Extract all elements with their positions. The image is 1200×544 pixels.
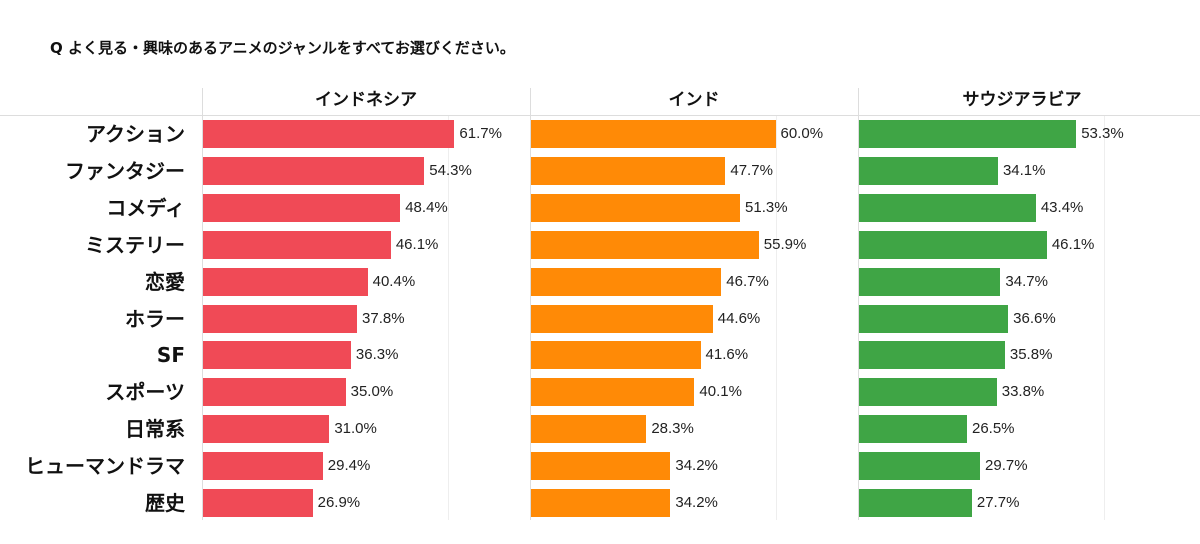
bar [859, 415, 967, 444]
bar [203, 156, 425, 185]
data-label: 34.1% [1002, 161, 1046, 179]
bar [859, 489, 972, 517]
data-label: 31.0% [334, 420, 377, 438]
bar [531, 193, 741, 222]
bar [531, 341, 701, 370]
data-label: 26.5% [971, 420, 1015, 438]
category-label: ファンタジー [65, 158, 185, 183]
bar [859, 452, 981, 481]
data-label: 55.9% [763, 235, 807, 253]
data-label: 51.3% [745, 198, 788, 216]
bar [531, 120, 776, 148]
gridline-60 [775, 116, 777, 520]
bar [859, 267, 1001, 296]
data-label: 46.1% [395, 235, 439, 253]
bar [203, 193, 401, 222]
data-label: 53.3% [1081, 125, 1124, 142]
panel-header: サウジアラビア [962, 90, 1082, 110]
data-label: 37.8% [362, 309, 405, 327]
data-label: 54.3% [429, 161, 472, 179]
category-label: スポーツ [105, 380, 185, 405]
bar [203, 120, 455, 148]
bar [203, 230, 391, 259]
bar [531, 304, 713, 333]
category-label: コメディ [106, 195, 185, 220]
header-divider [0, 115, 1200, 116]
bar [203, 415, 330, 444]
data-label: 34.2% [675, 494, 718, 511]
category-label: 日常系 [125, 417, 185, 442]
bar [531, 230, 759, 259]
category-label: アクション [86, 122, 185, 146]
data-label: 33.8% [1001, 383, 1045, 401]
data-label: 36.6% [1013, 309, 1056, 327]
panel-header: インドネシア [315, 90, 417, 110]
data-label: 41.6% [705, 346, 749, 364]
chart-title: Q よく見る・興味のあるアニメのジャンルをすべてお選びください。 [50, 39, 515, 57]
bar [203, 341, 351, 370]
gridline-60 [447, 116, 449, 520]
bar [531, 415, 647, 444]
bar [203, 452, 323, 481]
bar [531, 156, 726, 185]
category-label: ホラー [125, 306, 185, 331]
bar [859, 156, 998, 185]
category-label: ヒューマンドラマ [25, 454, 185, 479]
bar [531, 489, 671, 517]
data-label: 46.1% [1051, 235, 1095, 253]
bar [203, 378, 346, 407]
category-label: ミステリー [85, 232, 185, 257]
data-label: 35.0% [350, 383, 394, 401]
data-label: 40.4% [372, 272, 416, 290]
data-label: 35.8% [1009, 346, 1053, 364]
panel-divider [202, 88, 203, 520]
panel-header: インド [668, 90, 720, 110]
bar [531, 267, 722, 296]
data-label: 36.3% [355, 346, 399, 364]
data-label: 27.7% [976, 494, 1020, 511]
data-label: 61.7% [459, 125, 502, 142]
bar [203, 304, 358, 333]
bar [203, 267, 368, 296]
bar [859, 120, 1077, 148]
panel-divider [858, 88, 859, 520]
category-label: 歴史 [145, 491, 185, 515]
bar [859, 378, 997, 407]
data-label: 28.3% [651, 420, 694, 438]
data-label: 34.7% [1005, 272, 1048, 290]
data-label: 48.4% [405, 198, 448, 216]
category-label: SF [156, 343, 185, 368]
bar [859, 230, 1047, 259]
data-label: 26.9% [317, 494, 361, 511]
data-label: 34.2% [675, 457, 718, 475]
data-label: 40.1% [699, 383, 742, 401]
data-label: 60.0% [780, 125, 824, 142]
panel-divider [530, 88, 531, 520]
data-label: 44.6% [717, 309, 761, 327]
data-label: 43.4% [1040, 198, 1084, 216]
bar [859, 193, 1036, 222]
bar [859, 341, 1005, 370]
data-label: 29.4% [327, 457, 371, 475]
bar [531, 378, 695, 407]
data-label: 46.7% [726, 272, 769, 290]
bar [203, 489, 313, 517]
data-label: 29.7% [985, 457, 1028, 475]
bar [859, 304, 1009, 333]
data-label: 47.7% [730, 161, 773, 179]
gridline-60 [1103, 116, 1105, 520]
category-label: 恋愛 [145, 269, 185, 294]
bar [531, 452, 671, 481]
